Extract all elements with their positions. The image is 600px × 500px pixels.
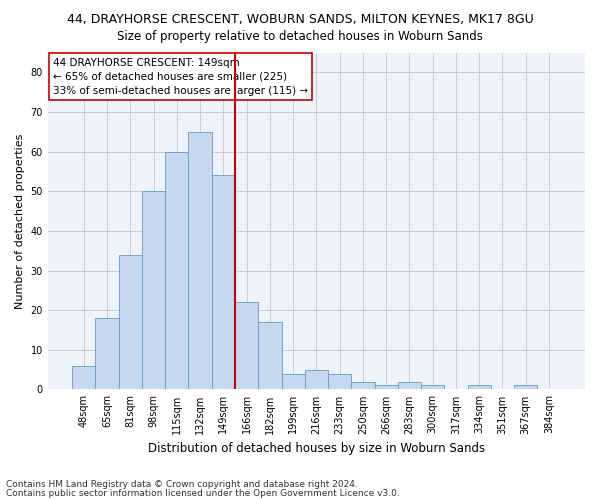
Bar bbox=[258, 322, 281, 390]
Bar bbox=[421, 386, 445, 390]
X-axis label: Distribution of detached houses by size in Woburn Sands: Distribution of detached houses by size … bbox=[148, 442, 485, 455]
Bar bbox=[351, 382, 374, 390]
Bar bbox=[72, 366, 95, 390]
Bar bbox=[165, 152, 188, 390]
Bar bbox=[374, 386, 398, 390]
Text: Contains public sector information licensed under the Open Government Licence v3: Contains public sector information licen… bbox=[6, 488, 400, 498]
Bar bbox=[467, 386, 491, 390]
Bar bbox=[142, 191, 165, 390]
Y-axis label: Number of detached properties: Number of detached properties bbox=[15, 134, 25, 308]
Bar bbox=[328, 374, 351, 390]
Text: 44, DRAYHORSE CRESCENT, WOBURN SANDS, MILTON KEYNES, MK17 8GU: 44, DRAYHORSE CRESCENT, WOBURN SANDS, MI… bbox=[67, 12, 533, 26]
Bar bbox=[235, 302, 258, 390]
Text: Contains HM Land Registry data © Crown copyright and database right 2024.: Contains HM Land Registry data © Crown c… bbox=[6, 480, 358, 489]
Bar bbox=[95, 318, 119, 390]
Bar bbox=[188, 132, 212, 390]
Bar bbox=[305, 370, 328, 390]
Bar bbox=[514, 386, 538, 390]
Bar bbox=[212, 176, 235, 390]
Text: 44 DRAYHORSE CRESCENT: 149sqm
← 65% of detached houses are smaller (225)
33% of : 44 DRAYHORSE CRESCENT: 149sqm ← 65% of d… bbox=[53, 58, 308, 96]
Bar bbox=[398, 382, 421, 390]
Bar bbox=[119, 254, 142, 390]
Text: Size of property relative to detached houses in Woburn Sands: Size of property relative to detached ho… bbox=[117, 30, 483, 43]
Bar bbox=[281, 374, 305, 390]
